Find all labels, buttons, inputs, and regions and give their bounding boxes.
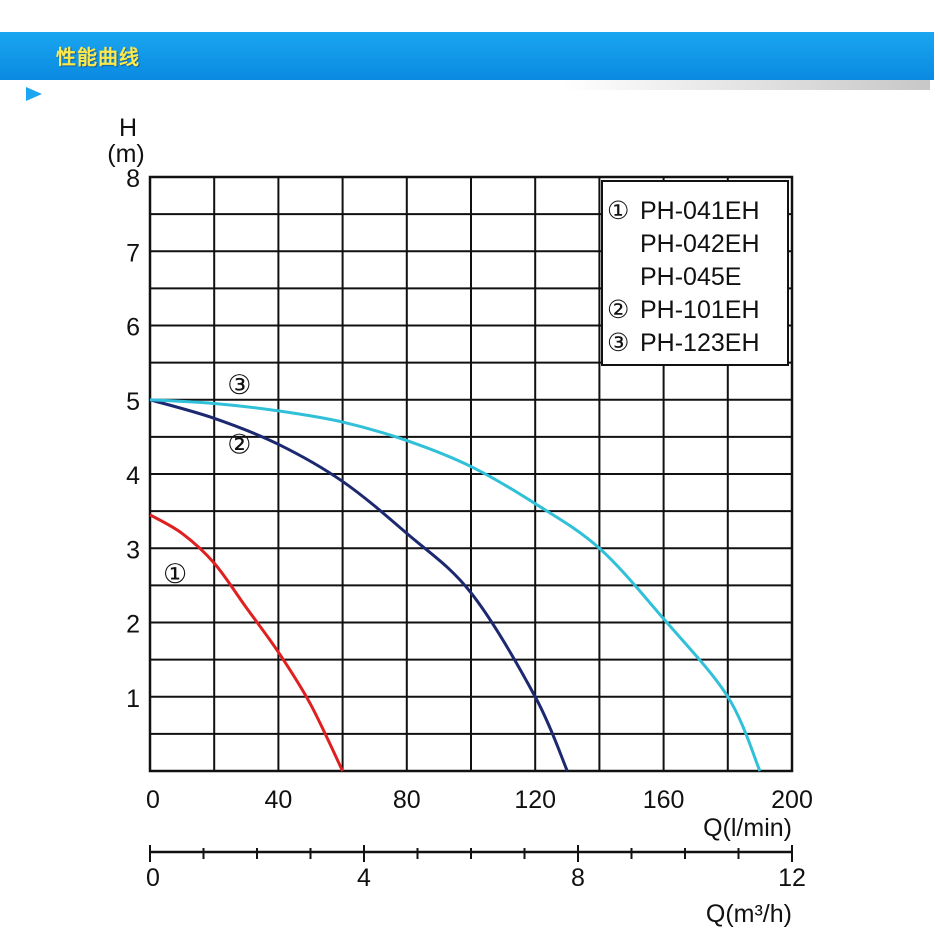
x-tick-label: 160 (643, 786, 685, 814)
x2-tick-label: 8 (571, 864, 585, 892)
y-tick-label: 3 (126, 536, 140, 564)
x-tick-label: 80 (393, 786, 421, 814)
x2-tick-label: 12 (778, 864, 806, 892)
legend-model: PH-045E (640, 263, 741, 291)
legend: ① PH-041EH PH-042EH PH-045E ② PH-101EH ③ PH-123… (601, 180, 789, 366)
page-title: 性能曲线 (56, 45, 140, 69)
x-tick-label: 200 (771, 786, 813, 814)
x2-tick-label: 4 (357, 864, 371, 892)
x2-axis-label: Q(m³/h) (706, 900, 792, 928)
y-tick-label: 4 (126, 462, 140, 490)
chart-labels: ① PH-041EH PH-042EH PH-045E ② PH-101EH ③ PH-123… (107, 114, 813, 928)
legend-marker: ① (607, 197, 629, 225)
x-tick-label: 120 (514, 786, 556, 814)
y-tick-label: 8 (126, 165, 140, 193)
y-tick-label: 7 (126, 239, 140, 267)
curve-series-1 (149, 513, 344, 772)
legend-model: PH-123EH (640, 329, 760, 357)
header-banner: 性能曲线 (0, 32, 934, 80)
curve-label-3: ③ (227, 370, 251, 400)
y-tick-label: 5 (126, 388, 140, 416)
curve-series-2 (149, 398, 569, 772)
x2-tick-label: 0 (146, 864, 160, 892)
legend-model: PH-042EH (640, 230, 760, 258)
legend-model: PH-101EH (640, 296, 760, 324)
y-axis-symbol: H (119, 114, 137, 142)
banner-shadow (560, 80, 930, 90)
x-axis-label: Q(l/min) (703, 814, 792, 842)
y-axis-unit: (m) (107, 140, 144, 168)
x-tick-label: 40 (264, 786, 292, 814)
legend-model: PH-041EH (640, 197, 760, 225)
y-tick-label: 6 (126, 314, 140, 342)
curve-series-3 (149, 398, 762, 772)
legend-marker: ② (607, 296, 629, 324)
x-tick-label: 0 (146, 786, 160, 814)
banner-pointer-icon (26, 87, 42, 101)
y-tick-label: 2 (126, 611, 140, 639)
y-tick-label: 1 (126, 685, 140, 713)
legend-box (601, 180, 789, 366)
legend-marker: ③ (607, 329, 629, 357)
curve-label-2: ② (227, 429, 251, 459)
plot-frame (148, 175, 794, 773)
curve-label-1: ① (163, 559, 187, 589)
chart-curves (149, 398, 762, 772)
